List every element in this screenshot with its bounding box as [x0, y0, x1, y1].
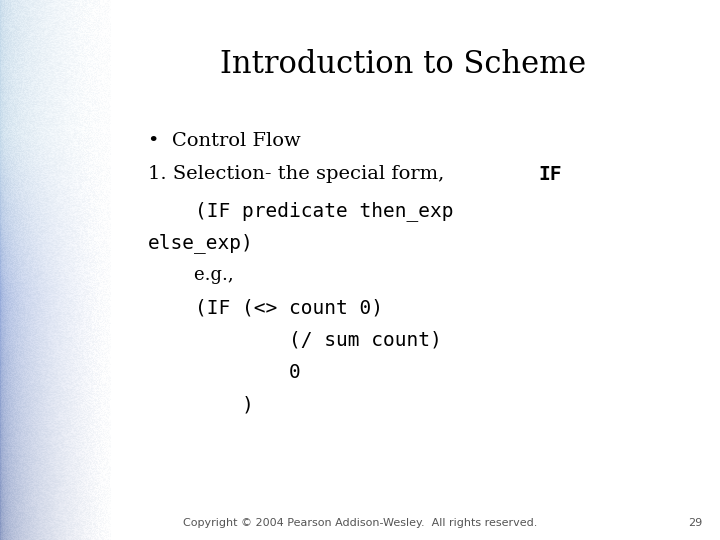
Text: 29: 29	[688, 518, 702, 528]
Text: •  Control Flow: • Control Flow	[148, 132, 300, 150]
Text: (IF (<> count 0): (IF (<> count 0)	[148, 298, 382, 317]
Text: Introduction to Scheme: Introduction to Scheme	[220, 49, 586, 79]
Text: 1. Selection- the special form,: 1. Selection- the special form,	[148, 165, 450, 183]
Text: else_exp): else_exp)	[148, 233, 253, 253]
Text: IF: IF	[538, 165, 562, 184]
Text: 0: 0	[148, 363, 300, 382]
Text: (/ sum count): (/ sum count)	[148, 330, 441, 349]
Text: Copyright © 2004 Pearson Addison-Wesley.  All rights reserved.: Copyright © 2004 Pearson Addison-Wesley.…	[183, 518, 537, 528]
Text: ): )	[148, 395, 253, 414]
Text: e.g.,: e.g.,	[148, 266, 233, 284]
Text: (IF predicate then_exp: (IF predicate then_exp	[148, 201, 453, 221]
